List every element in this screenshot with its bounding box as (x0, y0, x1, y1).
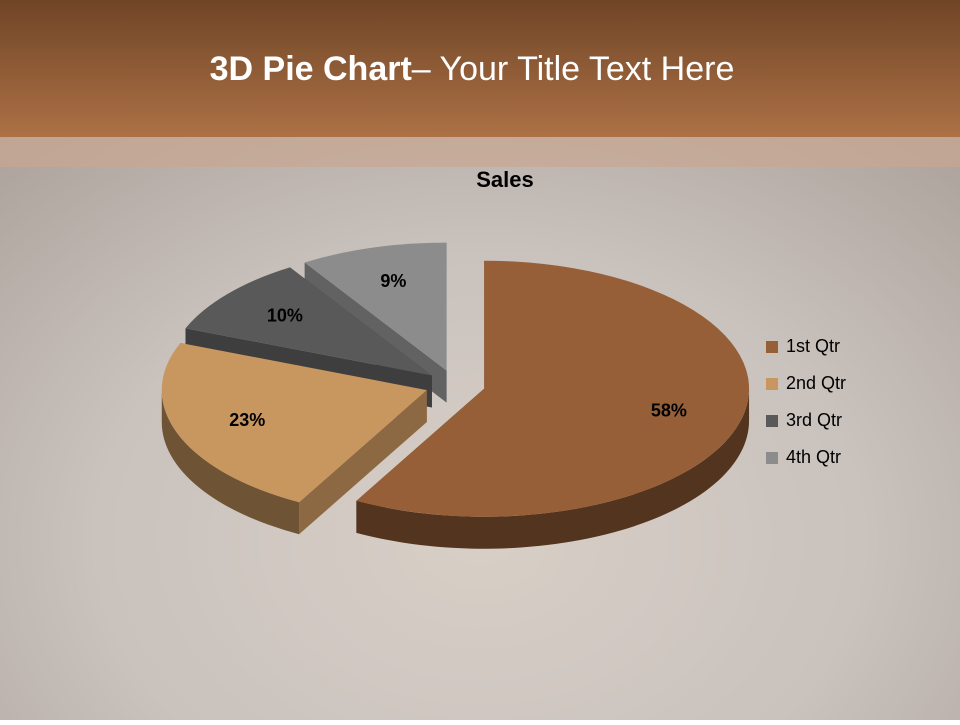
header-strip (0, 137, 960, 167)
legend-label: 2nd Qtr (786, 373, 846, 393)
slice-side (161, 390, 300, 535)
slice-side (356, 388, 750, 549)
data-label: 23% (229, 410, 265, 430)
legend-label: 4th Qtr (786, 447, 841, 467)
legend: 1st Qtr 2nd Qtr 3rd Qtr 4th Qtr (766, 336, 846, 467)
slice-face (299, 390, 427, 535)
pie-slice (356, 260, 750, 549)
slice-top (356, 260, 750, 517)
title-bold: 3D Pie Chart (210, 50, 412, 88)
legend-swatch (766, 415, 778, 427)
legend-swatch (766, 341, 778, 353)
pie-slice (161, 342, 427, 535)
legend-swatch (766, 452, 778, 464)
legend-label: 3rd Qtr (786, 410, 842, 430)
slide-title: 3D Pie Chart– Your Title Text Here (210, 50, 735, 88)
data-label: 10% (267, 305, 303, 325)
slice-top (185, 267, 432, 376)
slice-top (304, 242, 447, 371)
slice-top (161, 342, 427, 503)
title-rest: – Your Title Text Here (412, 50, 735, 88)
pie: 9% 10% 58% 23% (161, 242, 750, 549)
chart-title: Sales (476, 167, 534, 192)
legend-label: 1st Qtr (786, 336, 840, 356)
data-label: 9% (380, 271, 406, 291)
legend-swatch (766, 378, 778, 390)
header-band (0, 0, 960, 137)
data-label: 58% (651, 400, 687, 420)
